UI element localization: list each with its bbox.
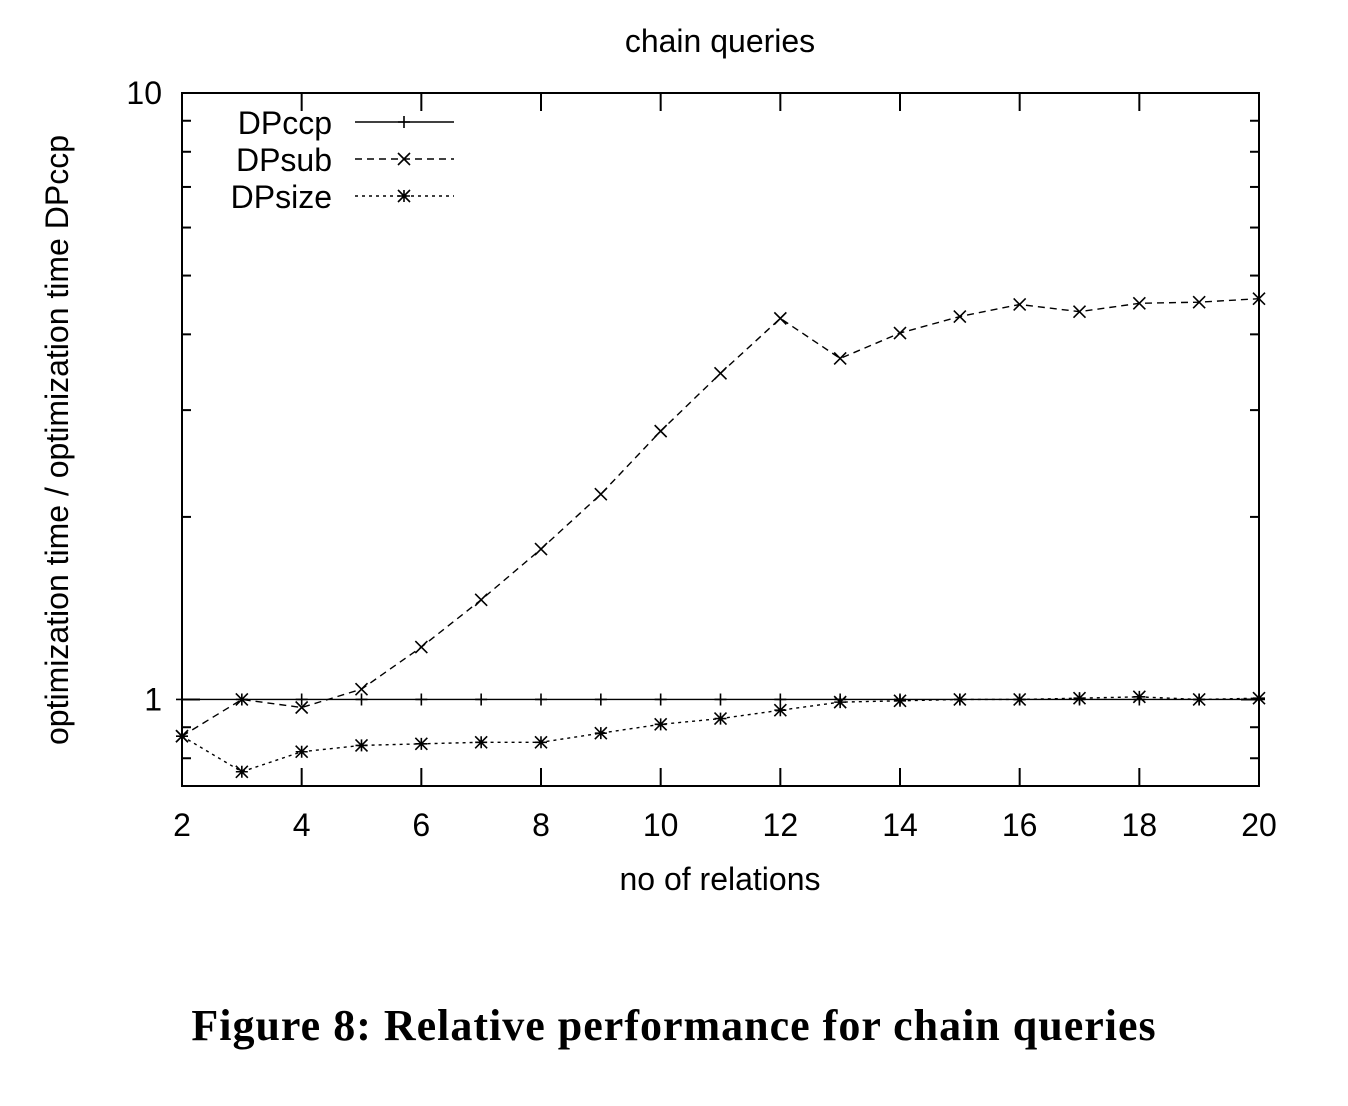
data-point — [295, 693, 308, 706]
data-point — [175, 729, 189, 743]
data-point — [833, 695, 847, 709]
data-point — [176, 693, 188, 706]
data-point — [893, 326, 907, 340]
data-point — [474, 735, 488, 749]
data-point — [534, 735, 548, 749]
series-layer — [175, 292, 1266, 779]
data-point — [773, 703, 787, 717]
data-point — [1252, 292, 1266, 306]
data-point — [295, 700, 309, 715]
x-tick-label: 10 — [643, 807, 679, 843]
figure-caption: Figure 8: Relative performance for chain… — [191, 1001, 1157, 1050]
x-tick-label: 18 — [1122, 807, 1158, 843]
data-point — [654, 693, 667, 706]
data-point — [953, 309, 967, 324]
data-point — [713, 712, 728, 726]
x-tick-label: 12 — [763, 807, 799, 843]
data-point — [594, 693, 607, 706]
series-DPsize — [175, 690, 1266, 779]
x-tick-label: 2 — [173, 807, 191, 843]
y-tick-label: 1 — [144, 681, 162, 717]
data-point — [594, 726, 608, 740]
chart-area: chain queries optimization time / optimi… — [39, 23, 1277, 897]
x-tick-label: 16 — [1002, 807, 1038, 843]
data-point — [714, 693, 727, 706]
y-tick-label: 10 — [126, 75, 162, 111]
data-point — [713, 366, 728, 380]
plot-frame — [181, 92, 1260, 787]
data-point — [414, 737, 428, 751]
x-axis-ticks: 2 4 6 8 10 12 14 16 18 20 — [173, 93, 1277, 843]
data-point — [1252, 691, 1266, 705]
data-point — [774, 693, 787, 706]
x-tick-label: 14 — [882, 807, 918, 843]
x-tick-label: 4 — [293, 807, 311, 843]
data-point — [414, 640, 428, 654]
data-point — [1072, 305, 1087, 319]
data-point — [953, 692, 967, 707]
series-line — [181, 297, 1260, 737]
data-point — [475, 693, 488, 706]
data-point — [354, 682, 369, 696]
data-point — [474, 593, 488, 607]
data-point — [1072, 691, 1087, 705]
data-point — [773, 311, 787, 325]
x-tick-label: 6 — [412, 807, 430, 843]
data-point — [893, 694, 907, 708]
data-point — [355, 693, 368, 706]
data-point — [1132, 690, 1146, 704]
data-point — [354, 738, 369, 752]
chart-title: chain queries — [625, 23, 815, 59]
data-point — [1013, 297, 1027, 312]
data-point — [235, 692, 249, 707]
legend-label: DPsub — [236, 142, 332, 178]
x-tick-label: 8 — [532, 807, 550, 843]
data-point — [534, 542, 548, 556]
legend-marker — [398, 116, 410, 128]
data-point — [235, 765, 249, 779]
legend-marker — [397, 152, 411, 166]
data-point — [415, 693, 428, 706]
series-DPsub — [175, 292, 1266, 743]
data-point — [654, 717, 668, 731]
data-point — [1192, 692, 1206, 707]
series-line — [181, 696, 1260, 773]
data-point — [1192, 295, 1206, 309]
data-point — [535, 693, 547, 706]
data-point — [295, 745, 309, 759]
legend-label: DPccp — [238, 105, 332, 141]
data-point — [833, 351, 847, 366]
legend-marker — [397, 189, 411, 203]
data-point — [1013, 692, 1027, 707]
legend-label: DPsize — [231, 179, 332, 215]
y-axis-label: optimization time / optimization time DP… — [39, 135, 75, 745]
x-axis-label: no of relations — [619, 861, 820, 897]
data-point — [594, 487, 608, 501]
data-point — [1132, 296, 1146, 310]
data-point — [654, 424, 668, 438]
x-tick-label: 20 — [1241, 807, 1277, 843]
